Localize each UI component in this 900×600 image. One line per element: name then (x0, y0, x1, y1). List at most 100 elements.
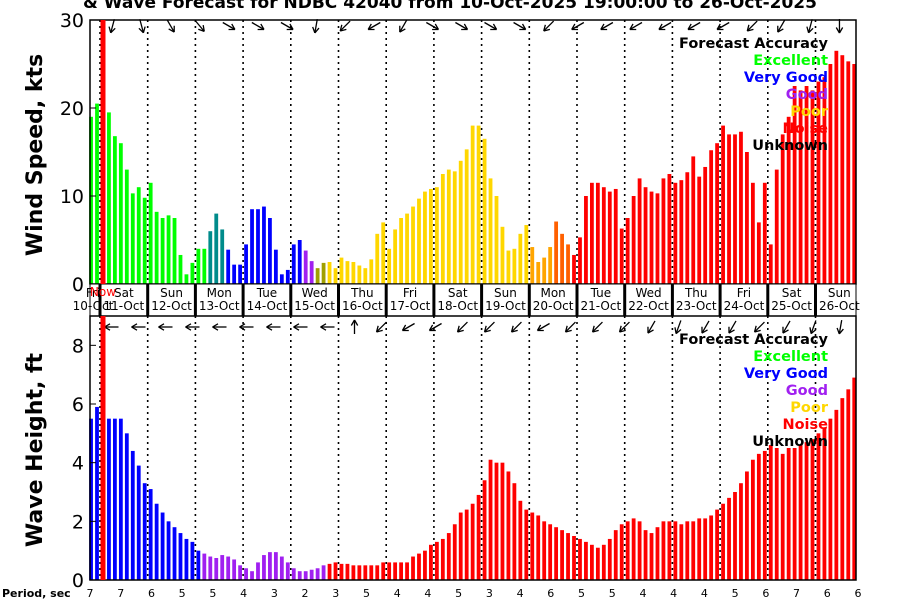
bar (136, 187, 141, 284)
direction-arrow (266, 323, 281, 331)
day-of-week-label: Tue (256, 286, 278, 300)
bar (536, 262, 541, 284)
period-value: 6 (148, 587, 155, 600)
bar (488, 178, 493, 284)
bar (685, 521, 690, 580)
bar (118, 418, 123, 580)
bar (649, 191, 654, 284)
bar (524, 509, 529, 580)
period-value: 5 (209, 587, 216, 600)
day-of-week-label: Sat (782, 286, 802, 300)
bar (446, 533, 451, 580)
y-tick-label: 2 (72, 511, 84, 533)
period-value: 4 (394, 587, 401, 600)
direction-arrow (367, 21, 381, 31)
legend-entry: Poor (790, 104, 829, 120)
bar (357, 265, 362, 284)
legend-entry: Unknown (752, 138, 828, 154)
direction-arrow (339, 20, 351, 32)
direction-arrow (239, 323, 254, 331)
period-values: 7 7 6 5 5 4 3 2 3 5 4 4 5 3 4 6 5 5 4 4 4 5 6 7 6 6 (87, 587, 862, 600)
legend-entry: Noise (782, 121, 828, 137)
day-of-week-label: Wed (635, 286, 661, 300)
direction-arrow (629, 21, 643, 31)
direction-arrow (658, 21, 672, 31)
period-value: 5 (609, 587, 616, 600)
bar (291, 244, 296, 284)
bar (345, 563, 350, 580)
period-value: 4 (670, 587, 677, 600)
bar (458, 512, 463, 580)
period-value: 5 (455, 587, 462, 600)
period-value: 4 (701, 587, 708, 600)
bar (184, 538, 189, 580)
period-value: 4 (240, 587, 247, 600)
bar (166, 215, 171, 284)
bar (89, 418, 93, 580)
bar (399, 562, 403, 580)
period-value: 7 (793, 587, 800, 600)
direction-arrow (687, 21, 701, 31)
bar (512, 483, 517, 580)
legend-entry: Unknown (752, 434, 828, 450)
bar (756, 453, 761, 580)
direction-arrow (375, 321, 387, 333)
direction-arrow (138, 19, 146, 34)
direction-arrow (251, 21, 265, 31)
day-date-label: 13-Oct (199, 299, 240, 313)
bar (482, 138, 487, 284)
bar (190, 262, 195, 284)
bar (405, 562, 409, 580)
bar (739, 131, 743, 284)
bar (494, 196, 499, 284)
bar (476, 125, 481, 284)
bar (619, 228, 624, 284)
legend-entry: Very Good (744, 70, 828, 86)
day-of-week-label: Thu (684, 286, 708, 300)
bar (399, 218, 403, 284)
direction-arrow (212, 323, 227, 331)
day-of-week-label: Thu (350, 286, 374, 300)
bar (273, 249, 278, 284)
bar (512, 248, 517, 284)
bar (691, 521, 696, 580)
bar (643, 187, 648, 284)
direction-arrow (564, 321, 576, 333)
bar (440, 174, 445, 284)
bar (572, 254, 576, 284)
bar (440, 538, 445, 580)
direction-arrow (293, 323, 308, 331)
bar (297, 571, 302, 580)
bar (578, 237, 582, 284)
direction-arrow (618, 321, 630, 333)
bar (589, 182, 594, 284)
day-date-label: 24-Oct (724, 299, 765, 313)
bar (351, 565, 356, 580)
period-value: 3 (332, 587, 339, 600)
bar (578, 538, 582, 580)
bar (321, 565, 326, 580)
direction-arrow (806, 19, 814, 34)
bar (649, 533, 654, 580)
day-date-label: 18-Oct (437, 299, 478, 313)
bar (584, 196, 588, 284)
bar (661, 178, 666, 284)
bar (804, 442, 809, 580)
bar (655, 527, 660, 580)
bar (172, 527, 177, 580)
wave-day-gridlines (99, 316, 817, 580)
period-value: 2 (302, 587, 309, 600)
bar (130, 193, 135, 284)
direction-arrow (108, 19, 116, 34)
bar (685, 172, 690, 284)
day-date-label: 16-Oct (342, 299, 383, 313)
period-value: 5 (179, 587, 186, 600)
day-label-strip: Fri10-OctSat11-OctSun12-OctMon13-OctTue1… (73, 283, 860, 317)
bar (285, 269, 290, 284)
direction-arrow (158, 323, 173, 331)
day-of-week-label: Sun (494, 286, 517, 300)
direction-arrow (483, 321, 495, 333)
bar (476, 494, 481, 580)
y-tick-label: 4 (72, 453, 84, 475)
